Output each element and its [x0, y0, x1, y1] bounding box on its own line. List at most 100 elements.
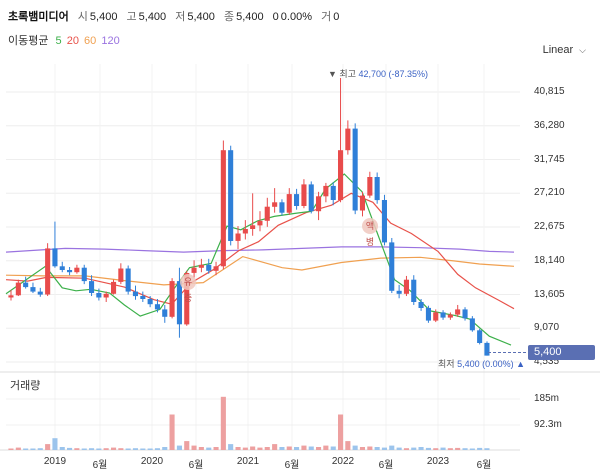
volume-bar [169, 414, 175, 450]
high-value: 5,400 [138, 11, 167, 23]
event-marker-merger[interactable]: 액병 [362, 218, 378, 247]
volume-bar [228, 444, 234, 450]
candle [477, 328, 483, 345]
y-axis-tick: 4,535 [534, 356, 560, 367]
scale-dropdown[interactable]: Linear ⌵ [543, 44, 586, 56]
y-axis-tick: 40,815 [534, 86, 565, 97]
volume-bar [176, 445, 182, 450]
candle [96, 288, 102, 301]
volume-panel-title: 거래량 [10, 380, 41, 392]
high-label: 고 [126, 11, 137, 23]
x-axis-tick: 2020 [140, 456, 164, 467]
candle [433, 309, 439, 323]
current-price-badge: 5,400 [528, 345, 595, 360]
price-summary: 초록뱀미디어 시 5,400 고 5,400 저 5,400 종 5,400 0 0.00… [8, 8, 345, 24]
ma-label: 이동평균 [8, 35, 49, 47]
candle [418, 299, 424, 311]
volume-bar [418, 447, 424, 450]
candle [330, 182, 336, 206]
candle [206, 258, 212, 274]
open-label: 시 [77, 11, 88, 23]
candle [294, 188, 300, 210]
volume-bar [308, 446, 314, 450]
x-axis-tick: 2022 [331, 456, 355, 467]
volume-bar [257, 447, 263, 450]
candle [352, 123, 358, 215]
candle [308, 181, 314, 214]
volume-bar [59, 447, 65, 450]
volume-bar [462, 448, 468, 450]
candle [250, 193, 256, 236]
candle [220, 140, 226, 270]
volume-bar [154, 448, 160, 450]
volume-bar [469, 448, 475, 450]
y-axis-tick: 27,210 [534, 187, 565, 199]
volume-axis-tick: 185m [534, 393, 560, 404]
ma60-line [5, 255, 515, 286]
volume-bar [242, 447, 248, 450]
x-axis-tick: 2023 [426, 456, 450, 467]
volume-bar [425, 447, 431, 450]
close-label: 종 [223, 11, 235, 23]
volume-bar [140, 448, 146, 450]
volume-bar [316, 447, 322, 450]
x-axis-tick: 6월 [284, 460, 300, 471]
volume-bar [96, 448, 102, 450]
candle [345, 120, 351, 155]
close-value: 5,400 [236, 11, 264, 23]
volume-bar [132, 448, 138, 450]
change-percent: 0.00% [280, 11, 312, 23]
volume-bar [198, 447, 204, 450]
candle [37, 287, 43, 297]
volume-bar [37, 448, 43, 450]
candle [118, 263, 124, 285]
volume-bar [411, 447, 417, 450]
volume-bar [52, 438, 58, 450]
event-marker-rights-offering[interactable]: 유증 [180, 274, 196, 303]
candle [440, 310, 446, 320]
candle [286, 188, 292, 215]
x-axis-tick: 6월 [476, 460, 492, 471]
volume-bar [191, 445, 197, 450]
volume-bar [359, 447, 365, 450]
x-axis-tick: 6월 [378, 460, 394, 471]
candle [176, 267, 182, 338]
event-label: 액병 [365, 221, 375, 247]
moving-average-legend[interactable]: 이동평균 5 20 60 120 [8, 32, 124, 48]
volume-bar [352, 445, 358, 450]
candle [242, 220, 248, 240]
candle [191, 260, 197, 279]
candle [169, 278, 175, 319]
low-annotation-value: 5,400 (0.00%) [457, 359, 514, 369]
candle [213, 261, 219, 276]
volume-bar [89, 448, 95, 450]
candle [74, 264, 80, 274]
candle [359, 191, 365, 217]
volume-bar [367, 446, 373, 450]
volume-bar [118, 448, 124, 450]
scale-label: Linear [542, 44, 574, 56]
volume-bar [447, 448, 453, 450]
volume-bar [162, 447, 168, 450]
ma-120: 120 [101, 35, 120, 47]
candle [411, 275, 417, 305]
volume-bar [455, 447, 461, 450]
ma-5: 5 [55, 35, 62, 47]
volume-bar [147, 448, 153, 450]
candle [396, 284, 402, 299]
candle [8, 290, 14, 301]
volume-bar [220, 396, 226, 450]
volume-bar [323, 445, 329, 450]
volume-bar [294, 447, 300, 450]
y-axis-tick: 22,675 [534, 221, 565, 232]
volume-bar [338, 414, 344, 450]
candle [257, 211, 263, 232]
x-axis-tick: 6월 [188, 460, 204, 471]
candle [323, 182, 329, 203]
volume-bar [45, 444, 51, 450]
candle [374, 172, 380, 204]
candle [316, 191, 322, 221]
volume-bar [381, 447, 387, 450]
chart-grid [0, 64, 600, 451]
